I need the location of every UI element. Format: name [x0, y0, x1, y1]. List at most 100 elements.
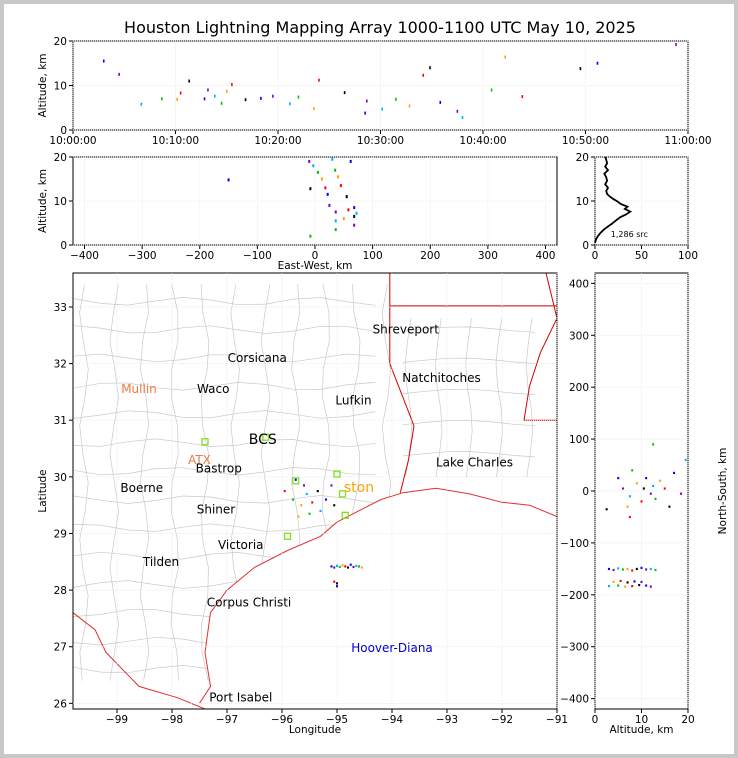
city-label: BCS — [249, 432, 277, 448]
source-point — [328, 203, 331, 207]
source-point — [353, 223, 356, 227]
source-point — [364, 111, 366, 115]
source-point — [395, 97, 397, 101]
source-point — [347, 566, 349, 569]
map-ylabel: Latitude — [37, 469, 49, 512]
source-point — [626, 567, 629, 571]
city-label: Hoover-Diana — [351, 641, 433, 655]
source-point — [320, 177, 323, 181]
time-height-xtick-label: 10:30:00 — [357, 135, 404, 147]
east-west-xtick-label: 100 — [363, 250, 383, 262]
time-height-xtick-label: 10:00:00 — [49, 135, 96, 147]
source-point — [188, 79, 190, 83]
east-west-xtick-label: −300 — [128, 250, 157, 262]
source-point — [336, 564, 338, 567]
source-point — [334, 219, 337, 223]
city-label: Corpus Christi — [207, 596, 292, 610]
county-line — [73, 467, 376, 476]
county-line — [73, 410, 376, 419]
source-point — [640, 500, 643, 503]
city-label: Corsicana — [228, 351, 287, 365]
source-point — [316, 490, 319, 493]
source-point — [640, 580, 643, 584]
east-west-ytick-label: 20 — [54, 152, 67, 164]
source-point — [326, 192, 329, 196]
source-point — [626, 581, 629, 584]
source-point — [176, 97, 179, 101]
map-xtick-label: −99 — [106, 714, 128, 726]
map-xtick-label: −93 — [436, 714, 458, 726]
parish-line — [402, 388, 536, 395]
source-point — [654, 497, 657, 500]
source-point — [292, 498, 294, 501]
source-point — [645, 568, 648, 571]
source-point — [621, 568, 624, 571]
source-point — [668, 505, 671, 508]
source-point — [612, 580, 615, 584]
county-line — [73, 495, 376, 504]
source-point — [624, 585, 627, 588]
source-point — [652, 484, 655, 488]
parish-line — [402, 357, 536, 364]
gulf-of-mexico — [73, 488, 557, 709]
source-point — [579, 67, 582, 71]
histogram-ytick-label: 10 — [576, 196, 589, 208]
north-south-xlabel: Altitude, km — [609, 724, 673, 736]
source-point — [333, 566, 336, 569]
source-point — [225, 89, 228, 93]
source-point — [213, 94, 216, 98]
source-point — [316, 170, 319, 174]
source-point — [272, 94, 274, 98]
source-point — [366, 99, 368, 103]
east-west-height-panel: −400 −300 −200 −100 0 100 200 300 400 0 10 20 Altitu… — [37, 152, 558, 272]
source-point — [308, 512, 311, 515]
county-line — [73, 523, 376, 532]
map-ytick-label: 30 — [54, 472, 67, 484]
north-south-xtick-label: 0 — [592, 714, 599, 726]
county-line — [79, 284, 89, 681]
east-west-ylabel: Altitude, km — [37, 169, 49, 233]
city-label: Lake Charles — [436, 456, 513, 470]
lma-station-marker — [333, 470, 341, 478]
source-point — [324, 186, 327, 190]
map-layer — [73, 273, 557, 709]
source-point — [358, 565, 360, 568]
source-point — [161, 97, 163, 101]
city-label: Tilden — [142, 555, 179, 569]
source-point — [244, 98, 247, 102]
source-point — [635, 567, 638, 571]
source-point — [355, 211, 358, 215]
source-point — [102, 59, 105, 63]
source-point — [289, 102, 291, 106]
source-point — [652, 443, 655, 446]
north-south-ytick-label: −300 — [560, 642, 589, 654]
north-south-ytick-label: 100 — [569, 434, 589, 446]
source-point — [649, 567, 652, 571]
source-point — [353, 214, 356, 218]
source-point — [343, 91, 346, 95]
time-height-ytick-label: 20 — [54, 36, 67, 48]
county-line — [200, 284, 210, 681]
time-height-ytick-label: 10 — [54, 81, 67, 93]
county-line — [170, 284, 179, 681]
source-point — [461, 116, 464, 120]
lma-station-marker — [338, 490, 347, 498]
source-point — [305, 492, 308, 496]
time-height-panel: 10:00:00 10:10:00 10:20:00 10:30:00 10:40:00… — [37, 36, 712, 147]
source-point — [349, 563, 352, 566]
source-point — [333, 580, 336, 583]
parish-line — [465, 318, 473, 477]
source-point — [649, 585, 652, 588]
city-label: Bastrop — [196, 461, 242, 475]
time-height-xtick-label: 10:50:00 — [562, 135, 609, 147]
map-ytick-label: 27 — [54, 642, 67, 654]
mississippi-river-border — [523, 273, 557, 421]
histogram-line — [594, 156, 633, 244]
source-point — [456, 109, 459, 113]
east-west-ytick-label: 10 — [54, 196, 67, 208]
source-point — [673, 471, 676, 475]
map-xtick-label: −98 — [161, 714, 183, 726]
map-xtick-label: −96 — [271, 714, 293, 726]
city-label: ATX — [188, 453, 211, 467]
lma-figure: Houston Lightning Mapping Array 1000-110… — [4, 4, 734, 754]
